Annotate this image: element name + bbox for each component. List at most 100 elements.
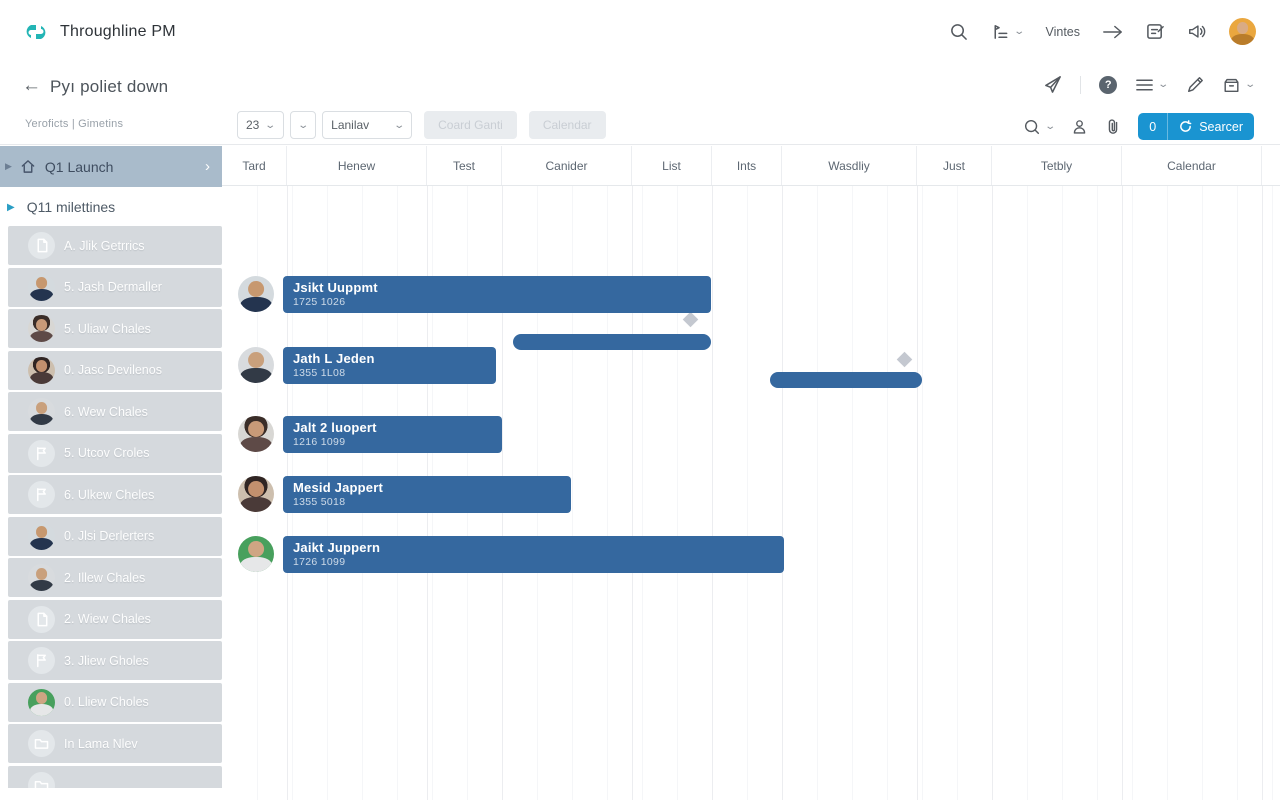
task-assignee-avatar	[238, 476, 274, 512]
breadcrumb: Yeroficts | Gimetins	[25, 118, 124, 130]
assignee-avatar	[28, 356, 55, 384]
board-gantt-button[interactable]: Coard Ganti	[424, 111, 517, 139]
gridline	[1202, 186, 1203, 800]
task-name: Jath L Jeden	[293, 351, 375, 366]
sidebar-task-item[interactable]: 3. Jliew Gholes	[8, 641, 222, 680]
column-gridline	[1122, 186, 1123, 800]
chevron-down-icon: ⌄	[264, 119, 277, 131]
archive-menu[interactable]: ⌄	[1222, 76, 1256, 94]
app-logo[interactable]: Throughline PM	[22, 18, 176, 46]
page-header-actions: ? ⌄ ⌄	[1043, 75, 1256, 94]
flag-icon	[28, 647, 55, 674]
sidebar-task-item[interactable]	[8, 765, 222, 788]
gridline	[1167, 186, 1168, 800]
gridline	[1062, 186, 1063, 800]
arrow-right-icon[interactable]	[1102, 24, 1124, 40]
gridline	[1027, 186, 1028, 800]
list-menu[interactable]: ⌄	[1135, 77, 1169, 93]
gridline	[572, 186, 573, 800]
project-title: Q1 Launch	[44, 158, 114, 175]
sidebar-task-item[interactable]: In Lama Nlev	[8, 724, 222, 763]
project-header[interactable]: ▶ Q1 Launch ›	[0, 146, 222, 187]
search-icon[interactable]	[949, 22, 968, 41]
task-assignee-avatar	[238, 347, 274, 383]
milestone-group[interactable]: ▶ Q11 milettines	[0, 190, 222, 224]
timeline-column-header: List	[632, 146, 712, 185]
task-dates: 1355 5018	[293, 496, 346, 508]
gridline	[677, 186, 678, 800]
user-avatar[interactable]	[1229, 18, 1256, 45]
gridline	[922, 186, 923, 800]
search-button[interactable]: Searcer	[1167, 113, 1254, 140]
gantt-task-bar[interactable]: Jalt 2 luopert 1216 1099	[283, 416, 502, 453]
column-gridline	[782, 186, 783, 800]
task-name: Jaikt Juppern	[293, 540, 381, 555]
person-icon[interactable]	[1071, 118, 1088, 136]
chevron-down-icon: ⌄	[1013, 26, 1026, 37]
gantt-task-bar[interactable]: Jsikt Uuppmt 1725 1026	[283, 276, 711, 313]
layout-select[interactable]: Lanilav ⌄	[322, 111, 413, 139]
gridline	[1237, 186, 1238, 800]
page-title: Pyı poliet down	[50, 77, 169, 96]
megaphone-icon[interactable]	[1187, 22, 1207, 41]
workspace-label[interactable]: Vintes	[1045, 24, 1080, 39]
task-item-label: 3. Jliew Gholes	[64, 653, 149, 668]
gantt-summary-bar[interactable]	[770, 372, 922, 388]
gantt-task-bar[interactable]: Jaikt Juppern 1726 1099	[283, 536, 784, 573]
expander-icon[interactable]: ▶	[7, 201, 15, 213]
task-dates: 1216 1099	[293, 436, 346, 448]
chevron-right-icon[interactable]: ›	[205, 158, 210, 175]
chevron-down-icon: ⌄	[297, 119, 309, 131]
sort-menu[interactable]: ⌄	[990, 22, 1026, 41]
sidebar-task-item[interactable]: 5. Utcov Croles	[8, 433, 222, 473]
filter-count-button[interactable]: 0	[1149, 119, 1157, 134]
sidebar-task-item[interactable]: 0. Jasc Devilenos	[8, 350, 222, 390]
info-badge[interactable]: ?	[1099, 75, 1118, 94]
milestone-diamond[interactable]	[682, 311, 699, 328]
view-toolbar: Yeroficts | Gimetins 23 ⌄ ⌄ Lanilav ⌄ Co…	[0, 110, 1280, 145]
search-filter-menu[interactable]: ⌄	[1023, 118, 1056, 136]
gantt-summary-bar[interactable]	[513, 334, 711, 350]
folder-icon	[28, 730, 55, 757]
task-name: Jalt 2 luopert	[293, 420, 377, 435]
expander-icon[interactable]: ▶	[5, 161, 12, 171]
dart-icon[interactable]	[1043, 75, 1062, 94]
sidebar-task-item[interactable]: 5. Jash Dermaller	[8, 267, 222, 307]
gantt-task-bar[interactable]: Jath L Jeden 1355 1L08	[283, 347, 496, 384]
chevron-down-icon: ⌄	[1243, 79, 1256, 90]
sidebar-task-item[interactable]: 2. Wiew Chales	[8, 599, 222, 639]
sidebar-task-item[interactable]: A. Jlik Getrrics	[8, 226, 222, 265]
logo-icon	[22, 18, 50, 46]
paperclip-icon[interactable]	[1105, 118, 1121, 136]
assignee-avatar	[28, 315, 55, 342]
column-gridline	[917, 186, 918, 800]
task-item-label: 5. Uliaw Chales	[64, 321, 151, 336]
gantt-task-bar[interactable]: Mesid Jappert 1355 5018	[283, 476, 571, 513]
task-item-label: 5. Utcov Croles	[64, 446, 150, 460]
home-icon	[21, 160, 35, 173]
sidebar-task-item[interactable]: 0. Jlsi Derlerters	[8, 516, 222, 556]
column-gridline	[712, 186, 713, 800]
mini-select[interactable]: ⌄	[289, 111, 317, 139]
task-list: A. Jlik Getrrics 5. Jash Dermaller 5. Ulia…	[0, 146, 222, 788]
back-button[interactable]: ←	[22, 75, 41, 96]
toolbar-actions: ⌄ 0 Searcer	[1023, 113, 1254, 140]
timeline-header: Tard Henew Test Canider List Ints Wasdliy Just T…	[222, 146, 1280, 186]
page-size-select[interactable]: 23 ⌄	[237, 111, 284, 139]
milestone-diamond[interactable]	[896, 351, 913, 368]
column-gridline	[1262, 186, 1263, 800]
task-item-label: A. Jlik Getrrics	[64, 238, 145, 253]
task-item-label: 6. Wew Chales	[64, 404, 148, 419]
sidebar-task-item[interactable]: 2. Illew Chales	[8, 558, 222, 597]
pen-icon[interactable]	[1186, 76, 1204, 94]
divider	[1080, 75, 1082, 94]
sidebar-task-item[interactable]: 0. Lliew Choles	[8, 682, 222, 722]
sidebar-task-item[interactable]: 6. Wew Chales	[8, 392, 222, 431]
calendar-button[interactable]: Calendar	[528, 111, 606, 139]
gridline	[887, 186, 888, 800]
form-icon[interactable]	[1146, 22, 1165, 41]
refresh-icon	[1180, 120, 1192, 132]
sidebar-task-item[interactable]: 6. Ulkew Cheles	[8, 475, 222, 514]
sidebar-task-item[interactable]: 5. Uliaw Chales	[8, 309, 222, 348]
